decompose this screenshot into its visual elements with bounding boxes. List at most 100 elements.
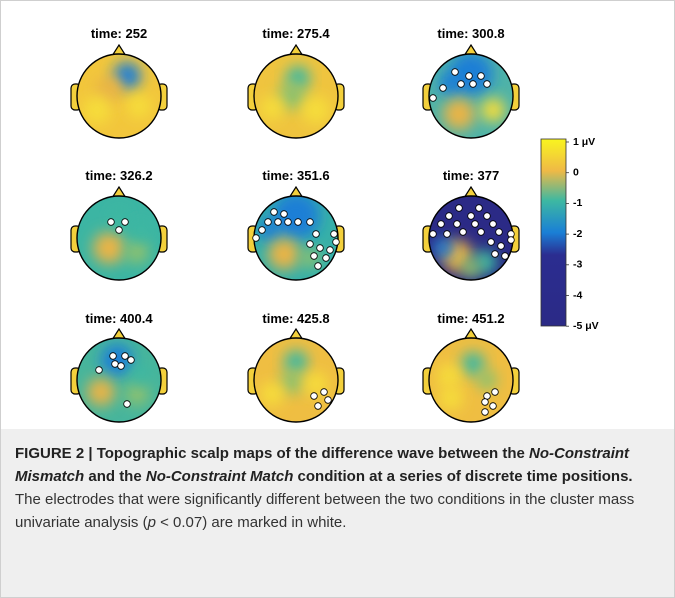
- scalp-fill: [77, 196, 161, 280]
- electrode: [115, 226, 123, 234]
- scalp-outline: [428, 53, 514, 139]
- electrode: [483, 80, 491, 88]
- scalp-map: [70, 327, 168, 423]
- electrode: [310, 252, 318, 260]
- colorbar: [540, 138, 567, 327]
- electrode: [481, 398, 489, 406]
- electrode: [497, 242, 505, 250]
- electrode: [270, 208, 278, 216]
- electrode: [467, 212, 475, 220]
- scalp-blob: [439, 386, 463, 410]
- electrode: [491, 250, 499, 258]
- scalp-blob: [125, 382, 149, 406]
- caption: FIGURE 2 | Topographic scalp maps of the…: [1, 429, 674, 597]
- topomap-figure: time: 252 time: 275.4 time: 300.8 time: 326…: [70, 26, 599, 423]
- electrode: [326, 246, 334, 254]
- electrode: [501, 252, 509, 260]
- electrode: [127, 356, 135, 364]
- electrode: [294, 218, 302, 226]
- electrode: [483, 392, 491, 400]
- electrode: [487, 238, 495, 246]
- electrode: [258, 226, 266, 234]
- scalp-blob: [260, 382, 284, 406]
- scalp-blob: [278, 82, 306, 110]
- caption-text: condition at a series of discrete time p…: [293, 468, 633, 485]
- electrode: [252, 234, 260, 242]
- scalp-blob: [87, 378, 115, 406]
- scalp-map: [247, 43, 345, 139]
- panel-title: time: 451.2: [437, 311, 504, 326]
- electrode: [451, 68, 459, 76]
- scalp-blob: [437, 364, 461, 388]
- panel-title: time: 252: [91, 26, 147, 41]
- electrode: [312, 230, 320, 238]
- scalp-blob: [284, 350, 308, 374]
- electrode: [109, 352, 117, 360]
- electrode: [280, 210, 288, 218]
- scalp-blob: [461, 258, 481, 278]
- electrode: [107, 218, 115, 226]
- electrode: [330, 230, 338, 238]
- caption-text: < 0.07) are marked in white.: [155, 514, 347, 531]
- electrode: [264, 218, 272, 226]
- electrode: [465, 72, 473, 80]
- electrode: [429, 94, 437, 102]
- electrode: [320, 388, 328, 396]
- scalp-blob: [260, 96, 284, 120]
- scalp-blob: [433, 238, 453, 258]
- electrode: [481, 408, 489, 416]
- scalp-blob: [461, 352, 485, 376]
- electrode: [117, 362, 125, 370]
- panel-title: time: 326.2: [85, 168, 152, 183]
- electrode: [457, 80, 465, 88]
- scalp-outline: [76, 53, 162, 139]
- scalp-outline: [428, 337, 514, 423]
- panel-title: time: 275.4: [262, 26, 330, 41]
- caption-text: FIGURE 2 | Topographic scalp maps of the…: [15, 445, 530, 462]
- scalp-blob: [131, 364, 151, 384]
- panel-title: time: 425.8: [262, 311, 329, 326]
- scalp-fill: [254, 196, 338, 280]
- scalp-map: [247, 327, 345, 423]
- electrode: [459, 228, 467, 236]
- electrode: [121, 218, 129, 226]
- scalp-fill: [254, 338, 338, 422]
- scalp-fill: [254, 54, 338, 138]
- electrode: [306, 240, 314, 248]
- scalp-blob: [127, 94, 151, 118]
- scalp-blob: [131, 220, 151, 240]
- scalp-blob: [268, 238, 300, 270]
- caption-text: No-Constraint Match: [145, 468, 294, 485]
- electrode: [469, 80, 477, 88]
- scalp-blob: [477, 370, 497, 390]
- electrode: [439, 84, 447, 92]
- electrode: [443, 230, 451, 238]
- electrode: [95, 366, 103, 374]
- scalp-map: [422, 185, 520, 281]
- electrode: [121, 352, 129, 360]
- electrode: [471, 220, 479, 228]
- scalp-blob: [443, 98, 475, 130]
- scalp-fill: [77, 54, 161, 138]
- scalp-blob: [101, 344, 133, 376]
- scalp-blob: [302, 96, 330, 124]
- scalp-outline: [76, 195, 162, 281]
- electrode: [437, 220, 445, 228]
- scalp-outline: [253, 337, 339, 423]
- panel-title: time: 300.8: [437, 26, 504, 41]
- electrode: [455, 204, 463, 212]
- colorbar-label: 1 μV: [573, 136, 595, 148]
- electrode: [483, 212, 491, 220]
- scalp-map: [422, 43, 520, 139]
- electrode: [316, 244, 324, 252]
- scalp-outline: [253, 53, 339, 139]
- electrode: [495, 228, 503, 236]
- electrode: [332, 238, 340, 246]
- electrode: [477, 228, 485, 236]
- scalp-blob: [83, 96, 111, 124]
- electrode: [489, 402, 497, 410]
- electrode: [274, 218, 282, 226]
- panel-title: time: 377: [443, 168, 499, 183]
- colorbar-label: -5 μV: [573, 320, 599, 332]
